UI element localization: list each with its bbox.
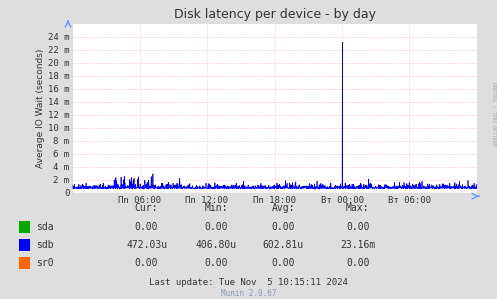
Text: sda: sda bbox=[36, 222, 53, 232]
Text: 472.03u: 472.03u bbox=[126, 240, 167, 250]
Text: 0.00: 0.00 bbox=[271, 258, 295, 268]
Text: 602.81u: 602.81u bbox=[263, 240, 304, 250]
Text: 0.00: 0.00 bbox=[135, 258, 159, 268]
Text: sdb: sdb bbox=[36, 240, 53, 250]
Text: Munin 2.0.67: Munin 2.0.67 bbox=[221, 289, 276, 298]
Text: Avg:: Avg: bbox=[271, 203, 295, 213]
Title: Disk latency per device - by day: Disk latency per device - by day bbox=[173, 8, 376, 21]
Text: RRDTOOL / TOBI OETIKER: RRDTOOL / TOBI OETIKER bbox=[491, 82, 496, 145]
Text: sr0: sr0 bbox=[36, 258, 53, 268]
Text: 406.80u: 406.80u bbox=[196, 240, 237, 250]
Text: 0.00: 0.00 bbox=[346, 258, 370, 268]
Text: 0.00: 0.00 bbox=[346, 222, 370, 232]
Text: 0.00: 0.00 bbox=[204, 258, 228, 268]
Text: 0.00: 0.00 bbox=[271, 222, 295, 232]
Text: 23.16m: 23.16m bbox=[340, 240, 375, 250]
Text: 0.00: 0.00 bbox=[204, 222, 228, 232]
Text: Max:: Max: bbox=[346, 203, 370, 213]
Text: Cur:: Cur: bbox=[135, 203, 159, 213]
Text: Min:: Min: bbox=[204, 203, 228, 213]
Text: 0.00: 0.00 bbox=[135, 222, 159, 232]
Text: Last update: Tue Nov  5 10:15:11 2024: Last update: Tue Nov 5 10:15:11 2024 bbox=[149, 278, 348, 287]
Y-axis label: Average IO Wait (seconds): Average IO Wait (seconds) bbox=[36, 49, 45, 168]
